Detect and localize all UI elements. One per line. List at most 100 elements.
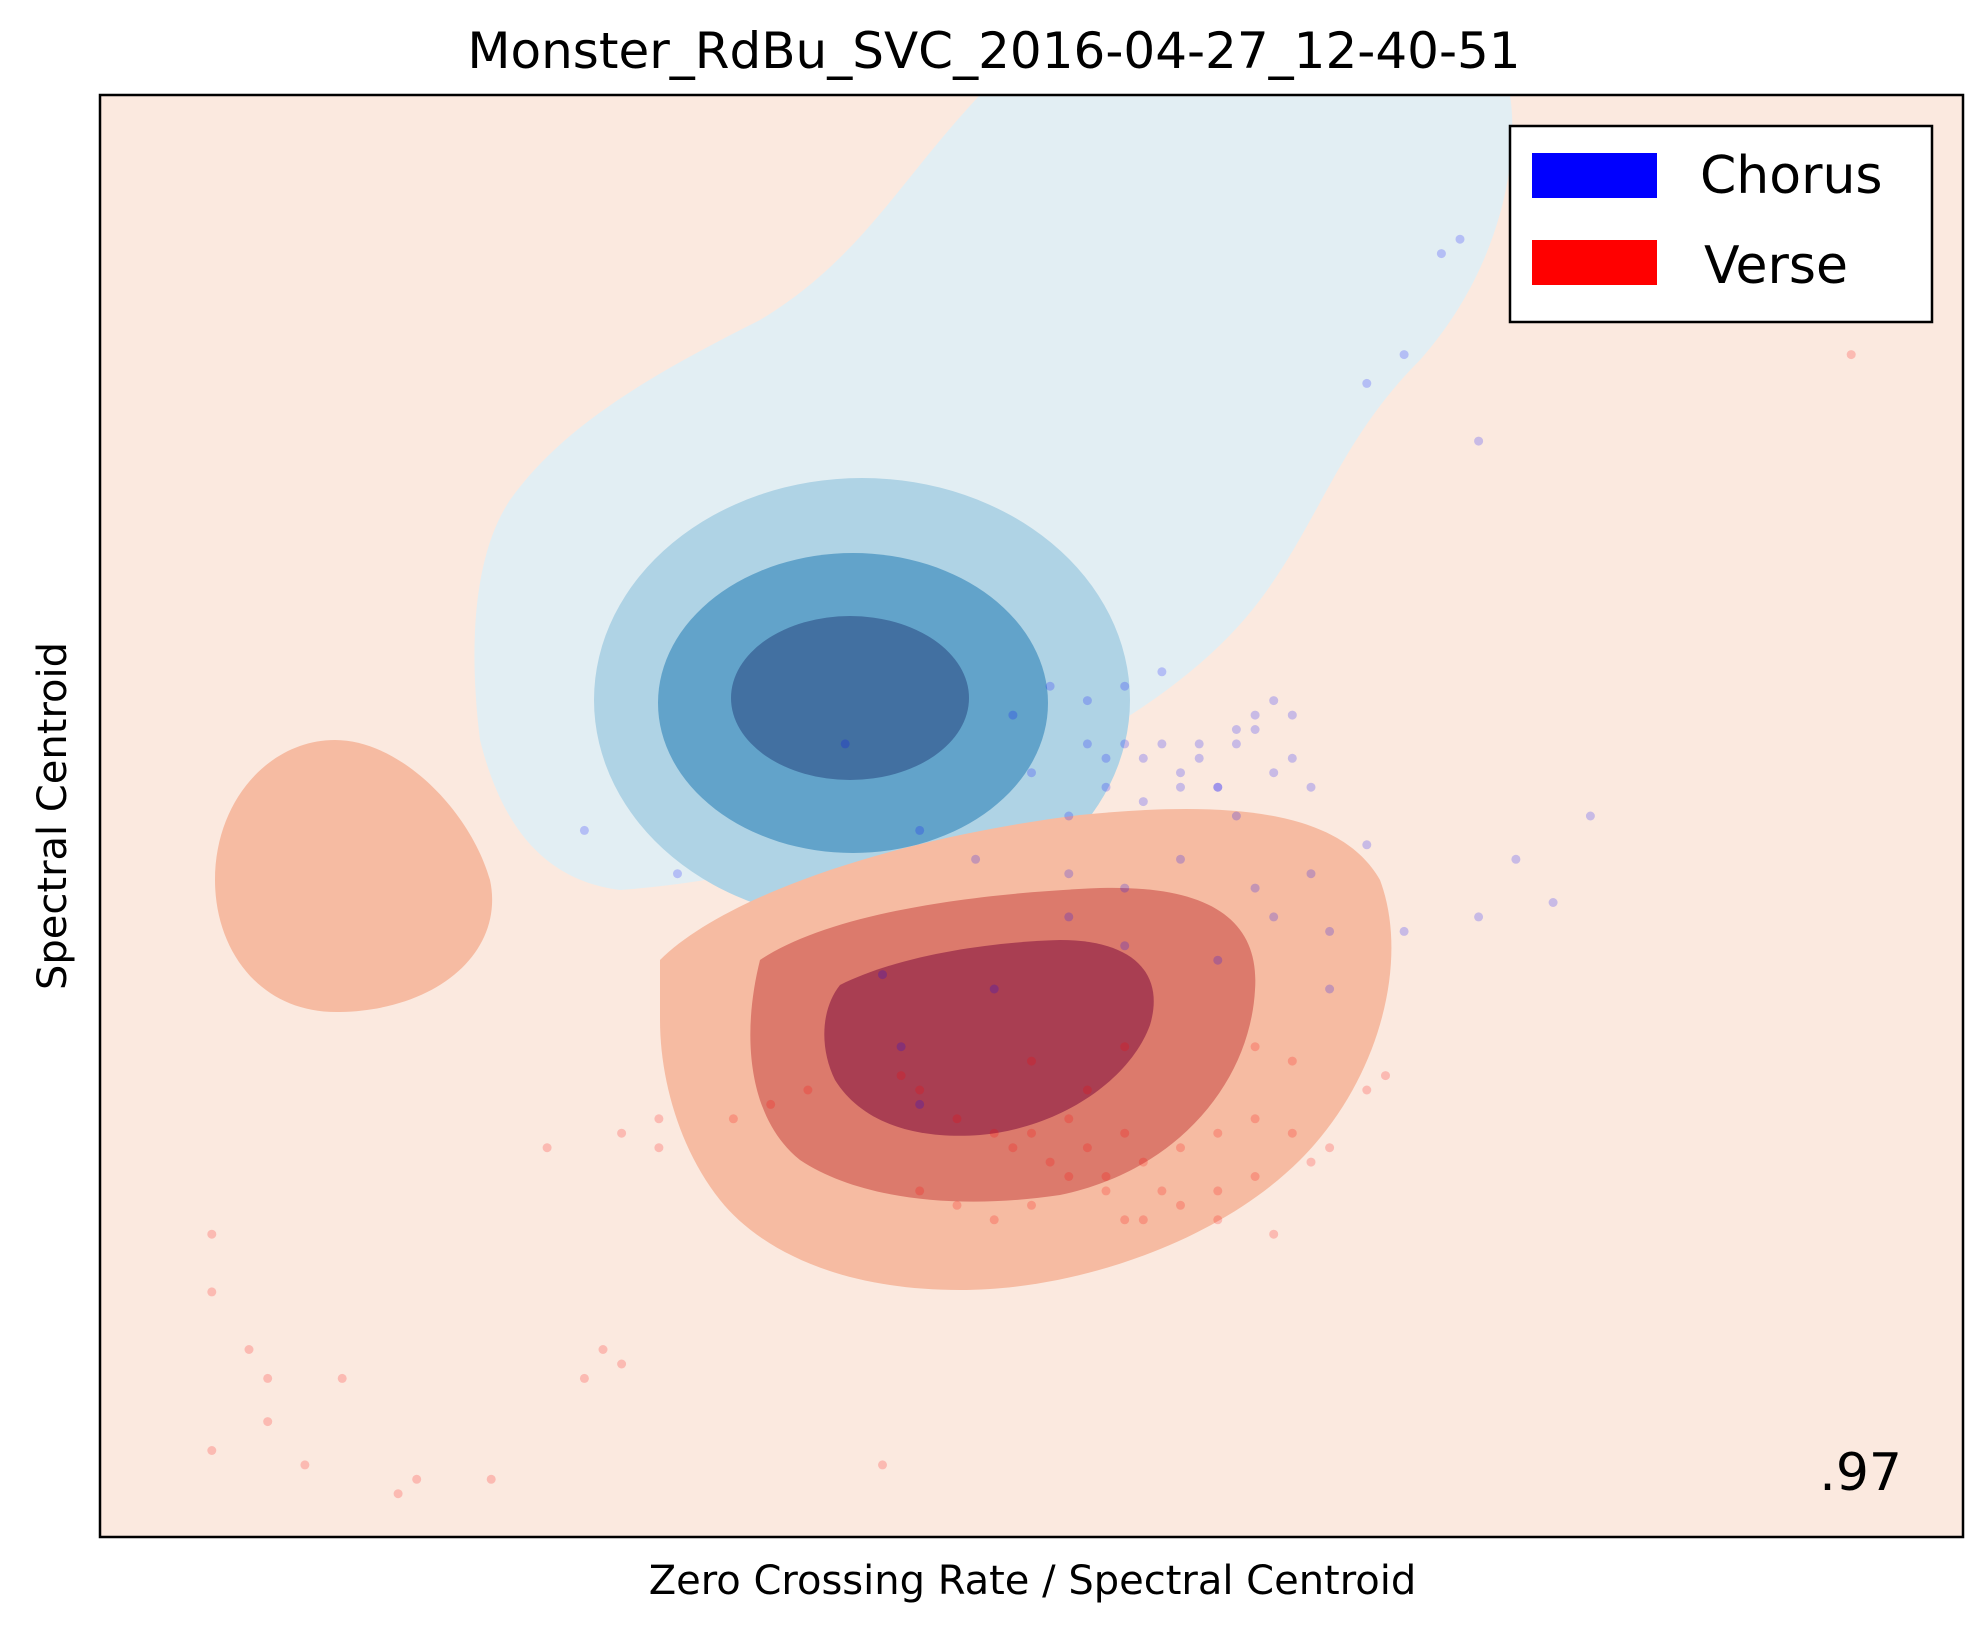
point-verse: [617, 1359, 627, 1369]
point-verse: [207, 1287, 217, 1297]
point-verse: [1138, 1215, 1148, 1225]
point-chorus: [1082, 696, 1092, 706]
point-chorus: [1250, 725, 1260, 734]
point-chorus: [1548, 898, 1558, 907]
point-verse: [1027, 1056, 1036, 1066]
point-chorus: [840, 739, 850, 749]
point-chorus: [1120, 941, 1130, 951]
contour-chorus-level-4: [731, 616, 969, 780]
score-annotation: .97: [1819, 1443, 1902, 1503]
point-chorus: [1064, 869, 1074, 879]
point-chorus: [1231, 739, 1241, 749]
point-verse: [766, 1099, 776, 1109]
point-chorus: [896, 1042, 906, 1052]
point-verse: [1176, 1143, 1185, 1153]
point-verse: [1213, 1128, 1223, 1138]
point-chorus: [1325, 984, 1335, 994]
legend: Chorus Verse: [1508, 124, 1934, 324]
point-verse: [1362, 1085, 1372, 1095]
point-chorus: [1045, 681, 1055, 691]
point-verse: [1250, 1172, 1260, 1181]
chart-title: Monster_RdBu_SVC_2016-04-27_12-40-51: [467, 22, 1521, 80]
point-verse: [486, 1474, 496, 1484]
point-chorus: [1455, 234, 1465, 244]
point-verse: [1287, 1056, 1297, 1066]
point-chorus: [1138, 753, 1148, 763]
point-verse: [1138, 1157, 1148, 1167]
point-verse: [1101, 1172, 1111, 1181]
point-verse: [412, 1474, 422, 1484]
point-verse: [263, 1373, 273, 1383]
point-chorus: [1101, 782, 1111, 792]
point-verse: [1325, 1143, 1335, 1153]
point-verse: [1064, 1114, 1074, 1124]
point-verse: [1008, 1143, 1018, 1153]
point-verse: [542, 1143, 552, 1153]
point-chorus: [1176, 768, 1185, 778]
point-chorus: [1250, 883, 1260, 893]
point-verse: [1381, 1071, 1390, 1081]
point-verse: [1027, 1200, 1036, 1210]
point-chorus: [878, 970, 887, 980]
point-chorus: [989, 984, 999, 994]
point-verse: [915, 1085, 925, 1095]
point-chorus: [1231, 725, 1241, 734]
point-chorus: [1269, 696, 1279, 706]
point-chorus: [673, 869, 682, 879]
point-chorus: [915, 1099, 925, 1109]
point-chorus: [1008, 710, 1018, 720]
decision-contours: [100, 95, 1963, 1537]
point-chorus: [1120, 883, 1130, 893]
point-verse: [1306, 1157, 1316, 1167]
point-chorus: [1213, 782, 1223, 792]
point-chorus: [1231, 811, 1241, 821]
plot-frame: [98, 93, 1965, 1539]
point-chorus: [1194, 739, 1204, 749]
point-verse: [1064, 1172, 1074, 1181]
point-chorus: [1176, 782, 1185, 792]
point-verse: [617, 1128, 627, 1138]
point-verse: [1157, 1186, 1167, 1196]
point-chorus: [1213, 955, 1223, 965]
point-chorus: [1474, 436, 1484, 446]
point-verse: [1250, 1114, 1260, 1124]
point-verse: [1082, 1085, 1092, 1095]
point-chorus: [1585, 811, 1595, 821]
point-verse: [1101, 1186, 1111, 1196]
x-axis-label: Zero Crossing Rate / Spectral Centroid: [648, 1558, 1417, 1604]
point-verse: [1176, 1200, 1185, 1210]
point-verse: [728, 1114, 738, 1124]
point-chorus: [971, 854, 981, 864]
point-verse: [654, 1114, 664, 1124]
point-verse: [598, 1345, 608, 1354]
point-verse: [989, 1128, 999, 1138]
point-chorus: [1064, 912, 1074, 922]
point-chorus: [1474, 912, 1484, 922]
point-chorus: [1306, 869, 1316, 879]
point-chorus: [1436, 249, 1446, 259]
legend-label-chorus: Chorus: [1700, 146, 1883, 206]
point-chorus: [1399, 350, 1409, 360]
point-verse: [1082, 1143, 1092, 1153]
point-chorus: [1362, 378, 1372, 388]
point-verse: [1287, 1128, 1297, 1138]
point-verse: [952, 1114, 962, 1124]
point-chorus: [1157, 739, 1167, 749]
point-chorus: [1120, 739, 1130, 749]
point-verse: [1120, 1128, 1130, 1138]
point-chorus: [1194, 753, 1204, 763]
contour-verse-level-3: [824, 940, 1154, 1136]
point-chorus: [1120, 681, 1130, 691]
point-verse: [337, 1373, 347, 1383]
point-verse: [207, 1229, 217, 1239]
point-verse: [654, 1143, 664, 1153]
point-verse: [300, 1460, 310, 1470]
point-verse: [1269, 1229, 1279, 1239]
point-verse: [952, 1200, 962, 1210]
point-verse: [1213, 1186, 1223, 1196]
point-chorus: [1064, 811, 1074, 821]
point-verse: [1846, 350, 1856, 360]
point-chorus: [1287, 710, 1297, 720]
point-chorus: [1362, 840, 1372, 850]
point-chorus: [1157, 667, 1167, 677]
